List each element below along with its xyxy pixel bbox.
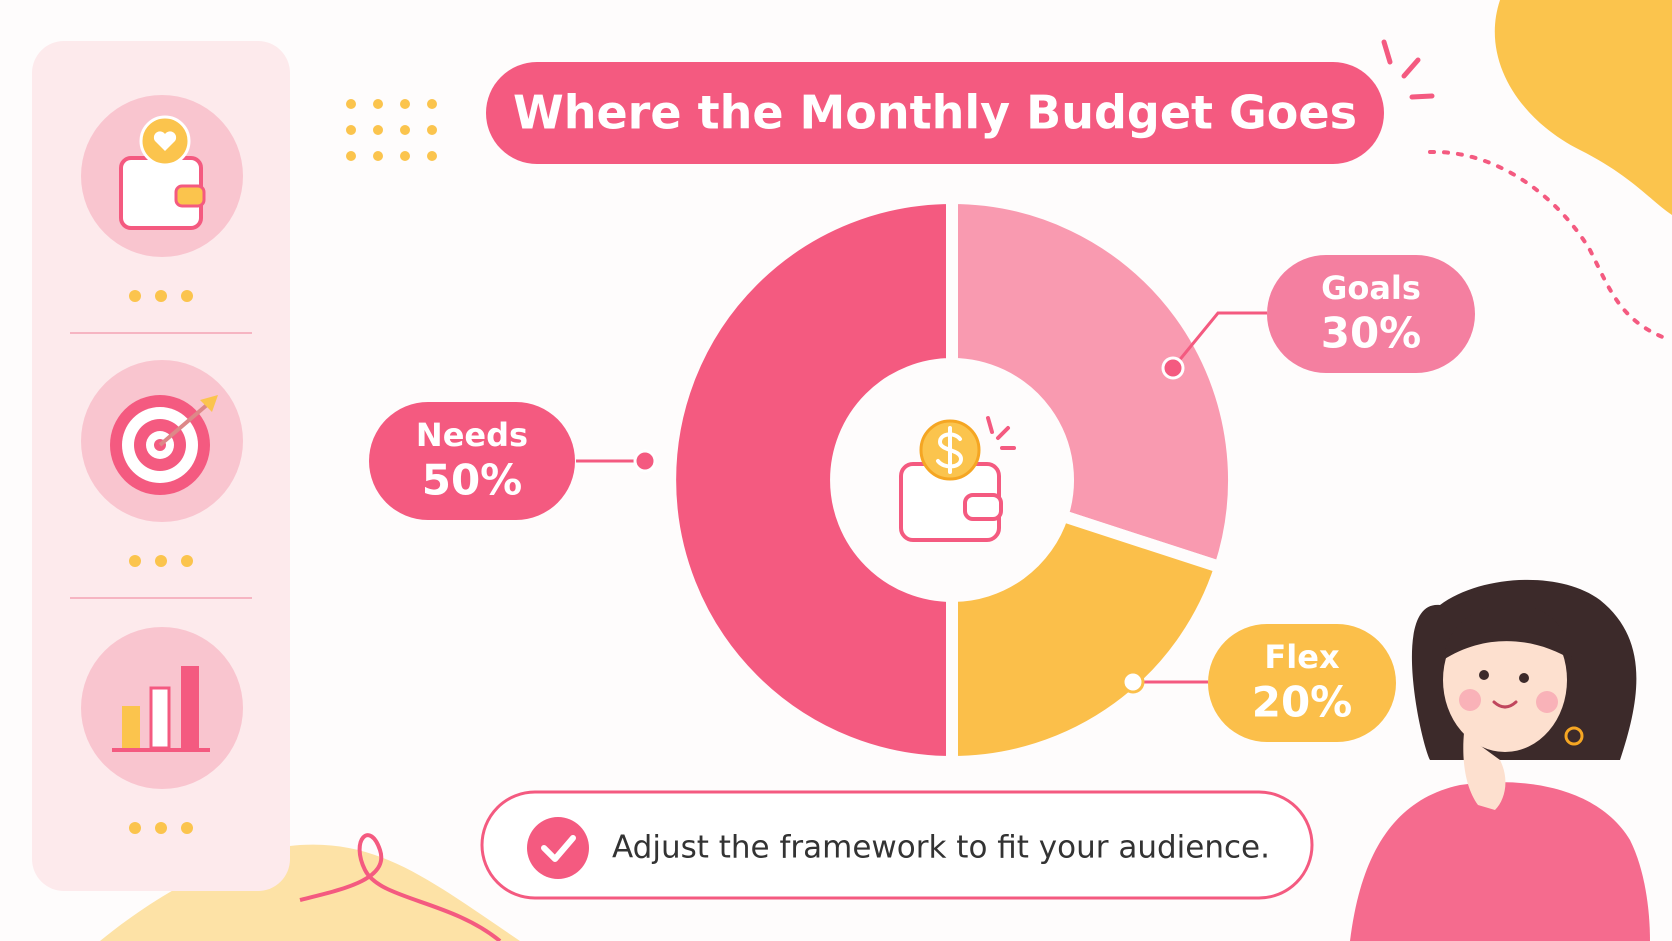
category-label: Flex — [1264, 638, 1340, 676]
category-label: Goals — [1321, 269, 1421, 307]
blob-decoration — [100, 844, 520, 941]
check-mark — [541, 835, 576, 862]
label-pill — [369, 402, 575, 520]
slice — [946, 508, 1228, 769]
ribbon-decoration — [299, 833, 502, 941]
leader-dot — [1161, 356, 1185, 380]
center-icon — [899, 416, 1016, 542]
donut-chart — [664, 191, 1240, 769]
sidebar-dots — [129, 290, 193, 834]
value-label: 30% — [1321, 309, 1422, 358]
category-label: Needs — [416, 416, 528, 454]
leader-dot — [633, 449, 657, 473]
value-label: 20% — [1252, 678, 1353, 727]
footer-pill — [480, 790, 1314, 900]
dot-grid — [346, 99, 437, 161]
dotted-curve — [1428, 149, 1667, 340]
character-illustration — [1350, 579, 1650, 941]
spark-decoration — [1381, 39, 1435, 100]
label-pill — [1208, 624, 1396, 742]
leader-line — [1171, 311, 1267, 369]
check-icon — [527, 817, 589, 879]
sidebar-icons — [81, 95, 243, 789]
title-pill — [486, 62, 1384, 164]
value-label: 50% — [422, 456, 523, 505]
slice — [664, 191, 958, 769]
slice — [946, 191, 1240, 575]
chart-title: Where the Monthly Budget Goes — [513, 86, 1357, 140]
footnote: Adjust the framework to fit your audienc… — [612, 830, 1270, 866]
blob-decoration — [1494, 0, 1672, 215]
label-pill — [1267, 255, 1475, 373]
leader-dot — [1121, 670, 1145, 694]
